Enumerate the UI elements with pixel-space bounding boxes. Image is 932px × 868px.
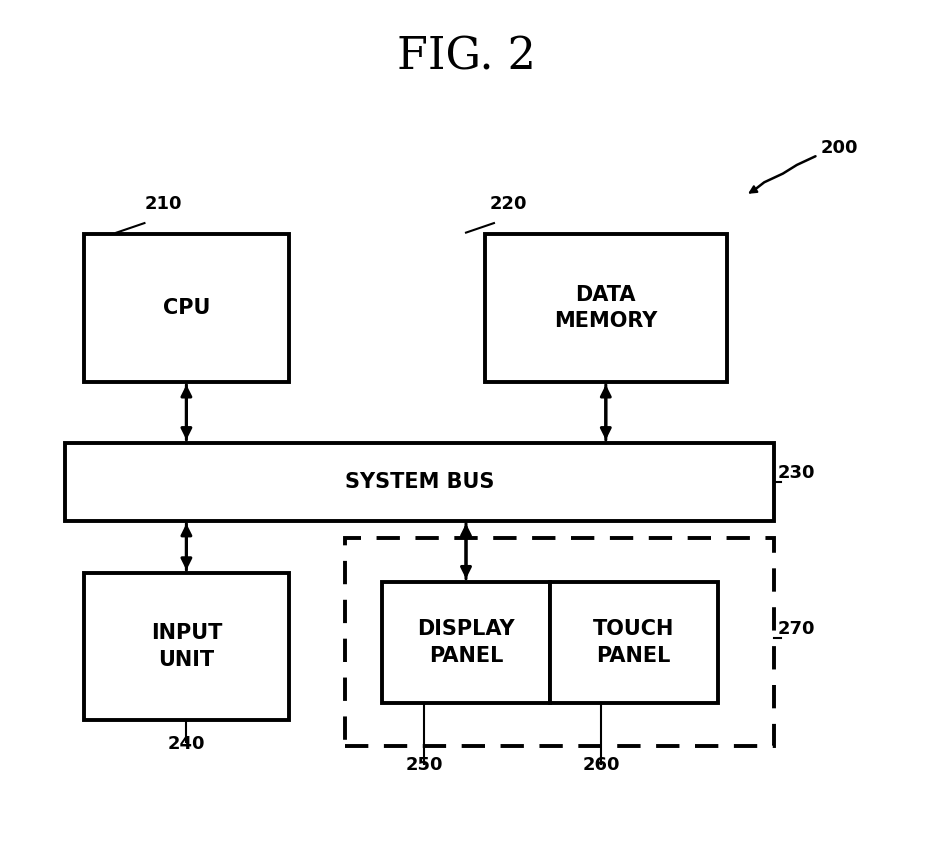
Text: 260: 260: [582, 756, 620, 774]
Text: TOUCH
PANEL: TOUCH PANEL: [593, 619, 675, 666]
Text: CPU: CPU: [163, 298, 210, 319]
Text: 250: 250: [405, 756, 443, 774]
Bar: [345, 538, 774, 746]
Text: DISPLAY
PANEL: DISPLAY PANEL: [418, 619, 514, 666]
Bar: [485, 234, 727, 382]
Text: 270: 270: [778, 620, 816, 638]
Bar: [65, 443, 774, 521]
Text: 230: 230: [778, 464, 816, 482]
Text: 220: 220: [489, 194, 527, 213]
Bar: [84, 234, 289, 382]
Bar: [550, 582, 718, 703]
Text: DATA
MEMORY: DATA MEMORY: [555, 285, 657, 332]
Text: SYSTEM BUS: SYSTEM BUS: [345, 471, 494, 492]
Text: 210: 210: [144, 194, 182, 213]
Bar: [84, 573, 289, 720]
Bar: [382, 582, 550, 703]
Text: 240: 240: [168, 735, 205, 753]
Text: 200: 200: [820, 139, 857, 156]
Text: INPUT
UNIT: INPUT UNIT: [151, 623, 222, 670]
Text: FIG. 2: FIG. 2: [396, 35, 536, 78]
